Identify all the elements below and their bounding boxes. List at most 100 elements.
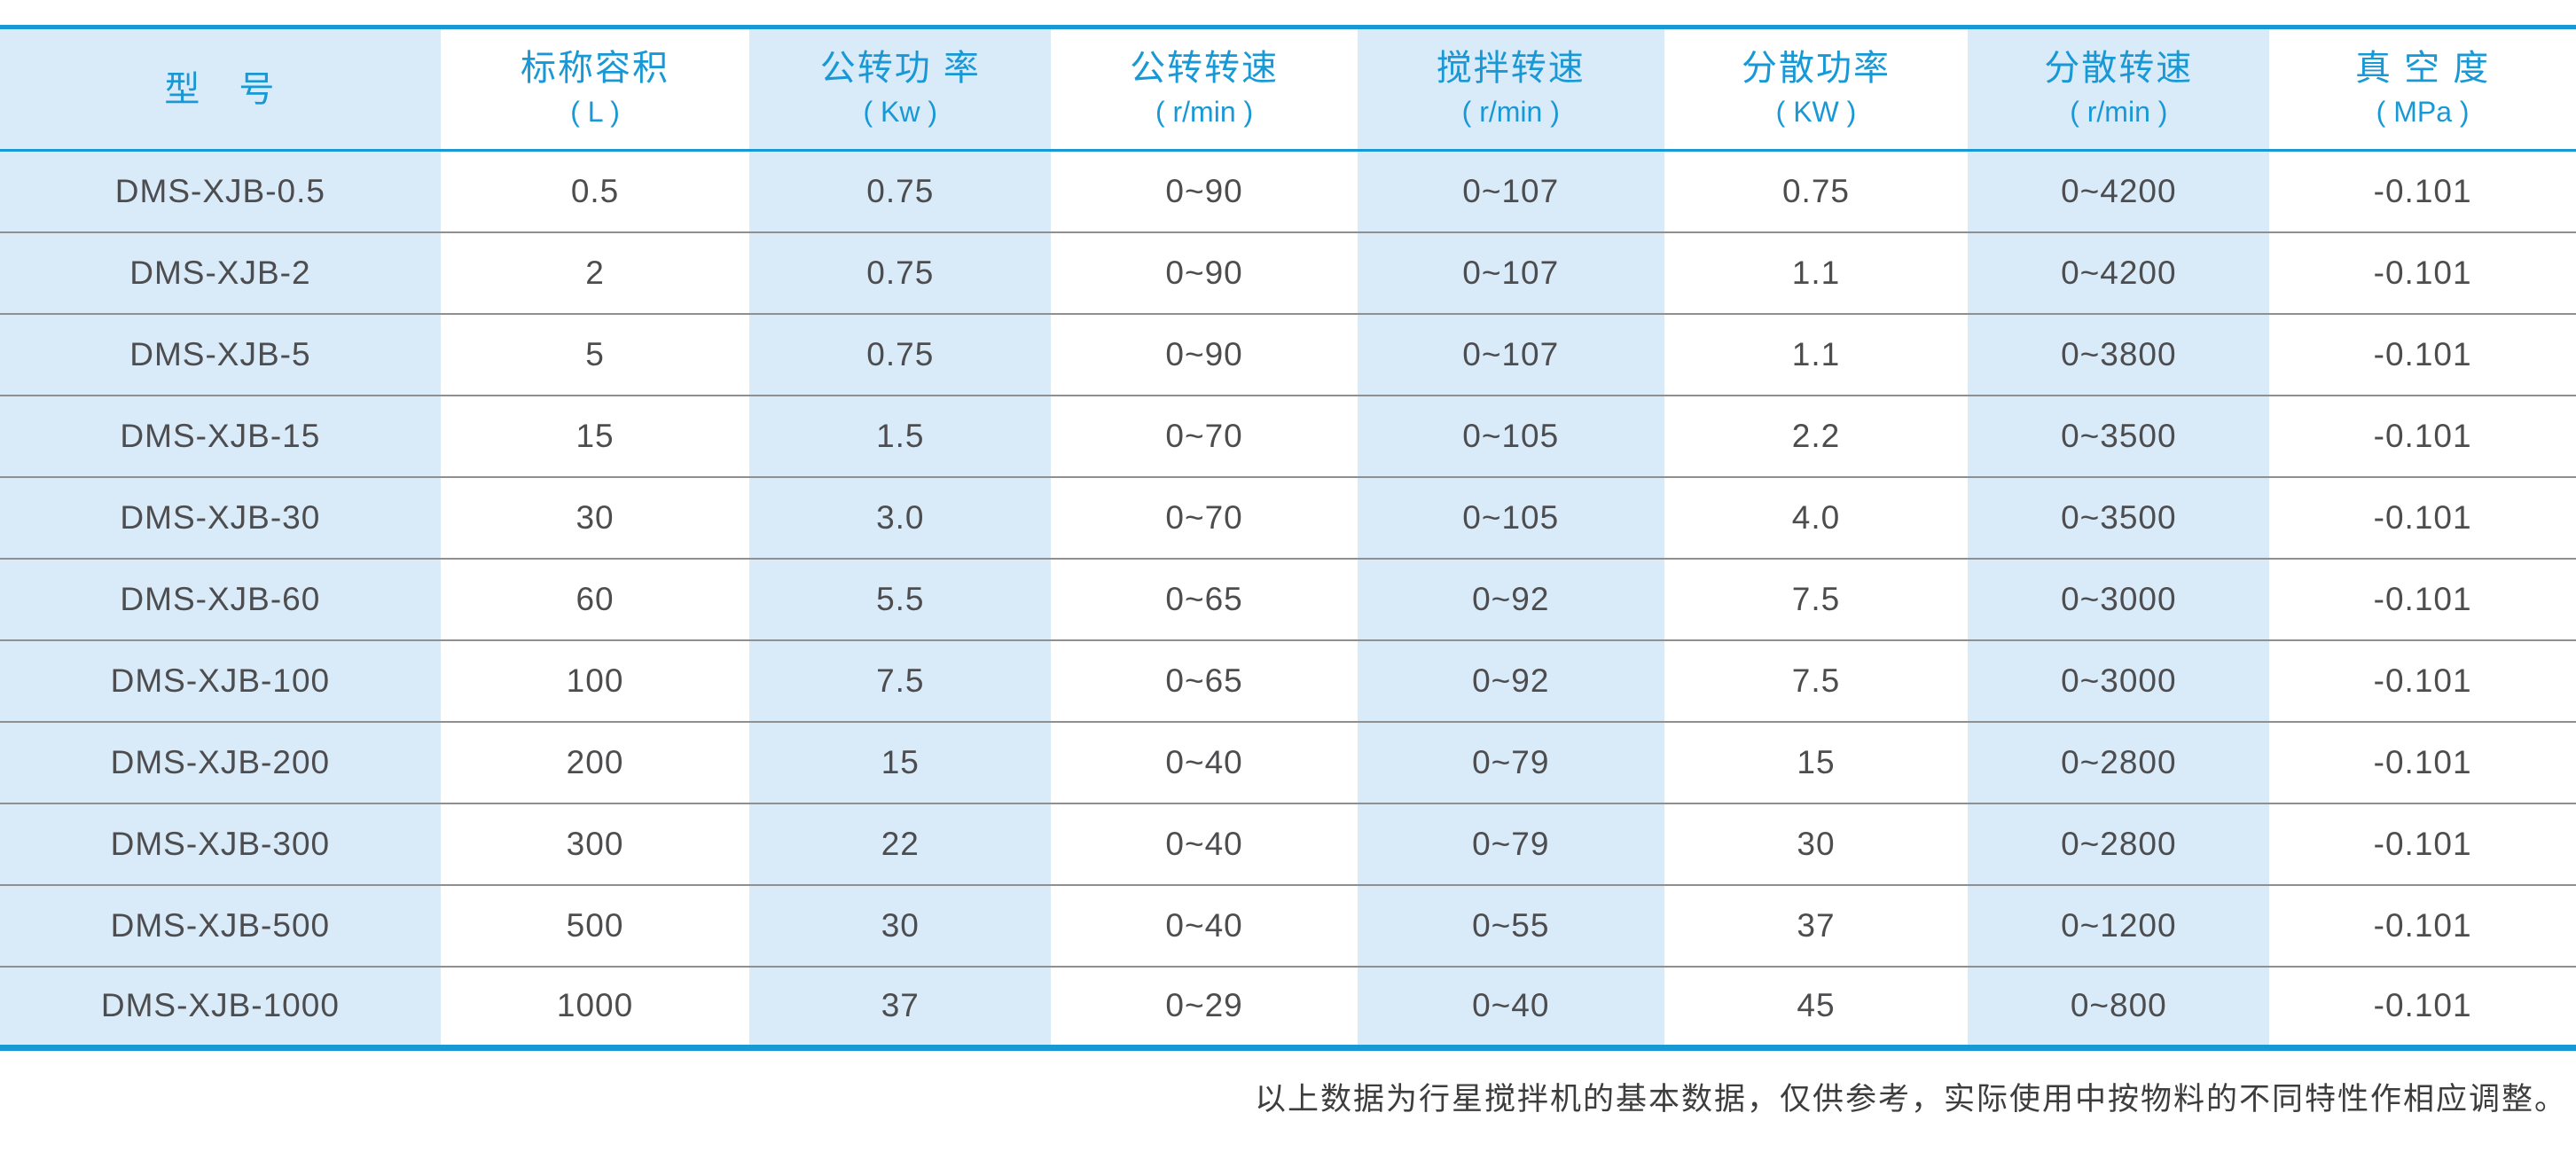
cell-value: 15 <box>749 720 1052 803</box>
cell-value: 4.0 <box>1664 475 1969 559</box>
cell-value: 0~79 <box>1357 720 1664 803</box>
column-header-label: 公转功 率 <box>819 48 981 88</box>
cell-value: 0~107 <box>1357 312 1664 396</box>
cell-value: 30 <box>749 883 1052 967</box>
cell-value: 37 <box>749 965 1052 1048</box>
footnote: 以上数据为行星搅拌机的基本数据，仅供参考，实际使用中按物料的不同特性作相应调整。 <box>1254 1082 2567 1117</box>
cell-value: 0.75 <box>749 312 1052 396</box>
cell-value: 3.0 <box>749 475 1052 559</box>
cell-value: 0~65 <box>1051 557 1358 640</box>
column-header-3: 公转转速 ( r/min ) <box>1051 27 1358 152</box>
cell-value: 7.5 <box>1664 639 1969 722</box>
column-header-7: 真 空 度 ( MPa ) <box>2269 27 2576 152</box>
cell-value: -0.101 <box>2269 639 2576 722</box>
cell-value: 0~40 <box>1357 965 1664 1048</box>
cell-model: DMS-XJB-1000 <box>0 965 441 1048</box>
table-row: DMS-XJB-100 100 7.5 0~65 0~92 7.5 0~3000 -0.101 <box>0 639 2576 722</box>
cell-value: 0~3000 <box>1968 557 2270 640</box>
cell-value: 1.1 <box>1664 312 1969 396</box>
table-header-row: 型 号 标称容积 ( L ) 公转功 率( Kw ) 公转转速 ( r/min ) 搅拌转速… <box>0 27 2576 152</box>
cell-value: 30 <box>1664 802 1969 885</box>
table-row: DMS-XJB-5 5 0.75 0~90 0~107 1.1 0~3800 -0.101 <box>0 312 2576 396</box>
cell-value: 0~105 <box>1357 394 1664 477</box>
cell-value: 0~40 <box>1051 720 1358 803</box>
cell-value: -0.101 <box>2269 883 2576 967</box>
cell-value: 15 <box>440 394 750 477</box>
cell-value: 0~107 <box>1462 172 1560 209</box>
cell-value: 7.5 <box>1664 557 1969 640</box>
table-row: DMS-XJB-300 300 22 0~40 0~79 30 0~2800 -0.101 <box>0 802 2576 885</box>
cell-model: DMS-XJB-60 <box>0 557 441 640</box>
column-header-unit: ( r/min ) <box>2070 95 2168 128</box>
cell-value: 0~40 <box>1051 883 1358 967</box>
cell-value: 0~4200 <box>2061 172 2177 209</box>
cell-value: -0.101 <box>2269 312 2576 396</box>
column-header-0: 型 号 <box>0 27 441 152</box>
cell-value: 0~90 <box>1051 312 1358 396</box>
cell-value: 0~3500 <box>1968 394 2270 477</box>
column-header-unit: ( L ) <box>570 95 620 128</box>
cell-value: 0~3000 <box>1968 639 2270 722</box>
cell-value: 200 <box>440 720 750 803</box>
column-header-label: 分散功率 <box>1741 48 1891 88</box>
cell-value: -0.101 <box>2269 394 2576 477</box>
table-row: DMS-XJB-30 30 3.0 0~70 0~105 4.0 0~3500 -0.101 <box>0 475 2576 559</box>
cell-value: 0~2800 <box>1968 720 2270 803</box>
cell-value: -0.101 <box>2269 475 2576 559</box>
cell-model: DMS-XJB-200 <box>0 720 441 803</box>
cell-value: 45 <box>1664 965 1969 1048</box>
cell-value: 60 <box>440 557 750 640</box>
column-header-unit: ( MPa ) <box>2376 95 2470 128</box>
cell-value: 22 <box>749 802 1052 885</box>
cell-value: 500 <box>440 883 750 967</box>
cell-value: 0~1200 <box>1968 883 2270 967</box>
column-header-label: 公转转速 <box>1130 48 1280 88</box>
table-row: DMS-XJB-60 60 5.5 0~65 0~92 7.5 0~3000 -0.101 <box>0 557 2576 640</box>
cell-value: 0~800 <box>1968 965 2270 1048</box>
cell-value: 1000 <box>440 965 750 1048</box>
cell-value: -0.101 <box>2269 720 2576 803</box>
column-header-label: 标称容积 <box>521 48 670 88</box>
cell-value: 37 <box>1664 883 1969 967</box>
cell-value: 0~3500 <box>1968 475 2270 559</box>
cell-model: DMS-XJB-15 <box>0 394 441 477</box>
cell-value: 0~92 <box>1357 639 1664 722</box>
cell-value: 15 <box>1664 720 1969 803</box>
table-row: DMS-XJB-1000 1000 37 0~29 0~40 45 0~800 -0.101 <box>0 965 2576 1048</box>
cell-value: 5 <box>440 312 750 396</box>
cell-model: DMS-XJB-300 <box>0 802 441 885</box>
table-row: DMS-XJB-0.5 0.5 0.75 0~90 0~107 0.75 0~4200 -0.… <box>0 151 2576 232</box>
cell-value: -0.101 <box>2269 965 2576 1048</box>
cell-value: 0~79 <box>1357 802 1664 885</box>
cell-model: DMS-XJB-5 <box>0 312 441 396</box>
cell-value: 0.75 <box>749 231 1052 314</box>
column-header-6: 分散转速 ( r/min ) <box>1968 27 2270 152</box>
column-header-5: 分散功率 ( KW ) <box>1664 27 1969 152</box>
column-header-label: 搅拌转速 <box>1436 48 1586 88</box>
cell-value: 0~29 <box>1051 965 1358 1048</box>
cell-value: 30 <box>440 475 750 559</box>
column-header-label: 分散转速 <box>2044 48 2194 88</box>
column-header-unit: ( r/min ) <box>1155 95 1254 128</box>
cell-value: 0~90 <box>1165 172 1243 209</box>
cell-value: 0~92 <box>1357 557 1664 640</box>
table-row: DMS-XJB-200 200 15 0~40 0~79 15 0~2800 -0.101 <box>0 720 2576 803</box>
cell-value: 0~105 <box>1357 475 1664 559</box>
table-row: DMS-XJB-15 15 1.5 0~70 0~105 2.2 0~3500 -0.101 <box>0 394 2576 477</box>
cell-model: DMS-XJB-2 <box>0 231 441 314</box>
cell-value: 0~4200 <box>1968 231 2270 314</box>
cell-value: 0~70 <box>1051 475 1358 559</box>
cell-value: 2.2 <box>1664 394 1969 477</box>
cell-model: DMS-XJB-30 <box>0 475 441 559</box>
cell-model: DMS-XJB-0.5 <box>114 172 325 209</box>
cell-value: 5.5 <box>749 557 1052 640</box>
cell-model: DMS-XJB-500 <box>0 883 441 967</box>
cell-value: 1.5 <box>749 394 1052 477</box>
cell-value: 0~40 <box>1051 802 1358 885</box>
cell-value: 7.5 <box>749 639 1052 722</box>
cell-value: 0.5 <box>570 172 620 209</box>
cell-value: -0.101 <box>2269 231 2576 314</box>
cell-value: 2 <box>440 231 750 314</box>
column-header-2: 公转功 率 ( Kw ) <box>749 27 1052 152</box>
